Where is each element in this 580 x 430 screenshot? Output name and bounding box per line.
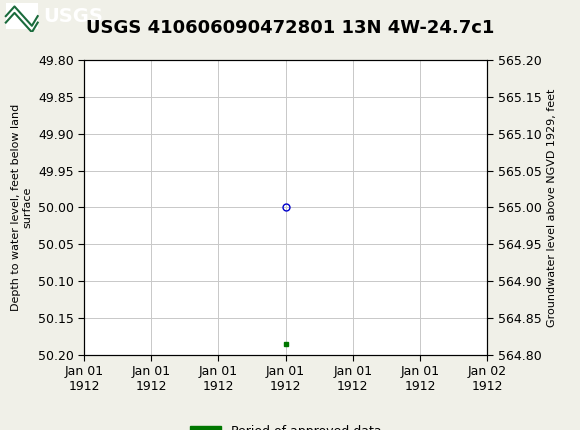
Legend: Period of approved data: Period of approved data [184, 420, 387, 430]
Text: USGS 410606090472801 13N 4W-24.7c1: USGS 410606090472801 13N 4W-24.7c1 [86, 18, 494, 37]
Y-axis label: Depth to water level, feet below land
surface: Depth to water level, feet below land su… [10, 104, 32, 311]
Bar [6, 3, 38, 29]
Y-axis label: Groundwater level above NGVD 1929, feet: Groundwater level above NGVD 1929, feet [547, 88, 557, 327]
Text: USGS: USGS [44, 6, 103, 26]
